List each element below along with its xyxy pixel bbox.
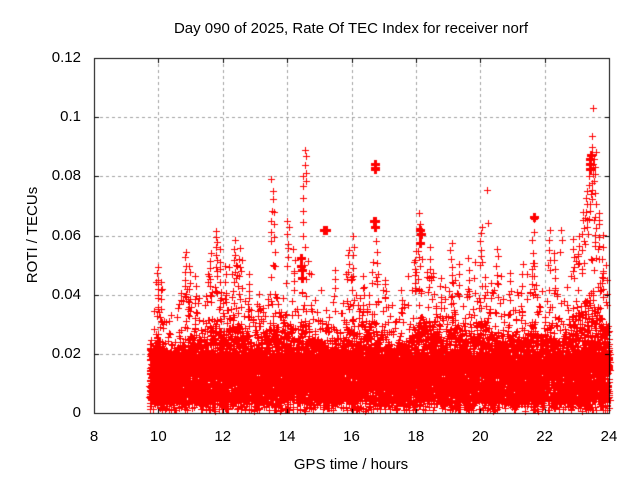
x-tick-label: 20 [471, 428, 489, 445]
y-tick-label: 0.04 [51, 285, 81, 303]
y-axis-label: ROTI / TECUs [24, 186, 41, 284]
y-tick-label: 0.08 [51, 167, 81, 185]
y-tick-label: 0.06 [51, 226, 81, 244]
x-tick-label: 10 [150, 428, 167, 445]
x-axis-label: GPS time / hours [293, 456, 409, 473]
y-tick-label: 0 [72, 404, 81, 421]
chart-title: Day 090 of 2025, Rate Of TEC Index for r… [173, 20, 529, 37]
x-tick-label: 16 [343, 428, 360, 445]
x-tick-label: 14 [278, 428, 296, 445]
x-tick-label: 12 [214, 428, 232, 445]
y-tick-label: 0.02 [51, 344, 81, 362]
y-tick-label: 0.1 [60, 108, 81, 126]
x-tick-label: 18 [407, 428, 425, 445]
y-tick-label: 0.12 [51, 49, 81, 66]
x-tick-label: 8 [89, 428, 99, 445]
x-tick-label: 22 [536, 428, 553, 445]
x-tick-label: 24 [600, 428, 618, 445]
